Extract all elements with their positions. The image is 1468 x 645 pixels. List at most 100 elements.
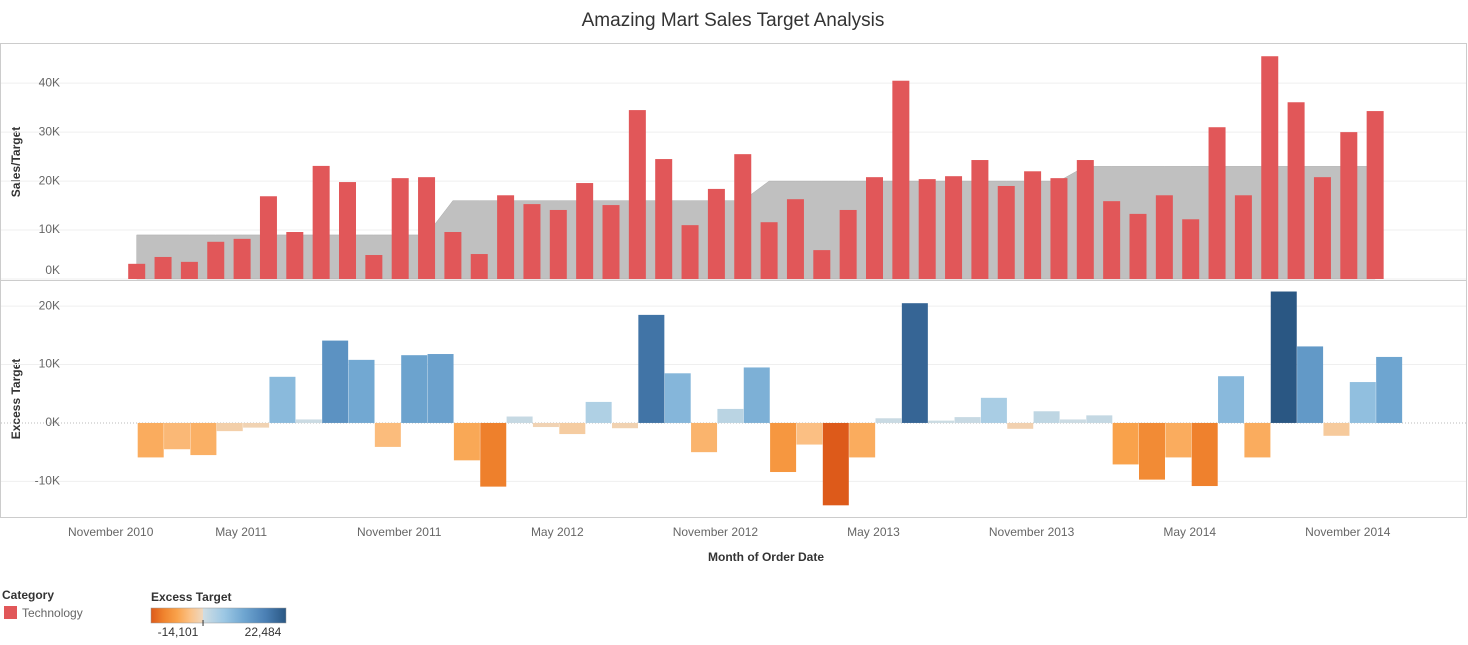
sales-bar xyxy=(813,250,831,279)
color-legend-max: 22,484 xyxy=(245,625,282,639)
sales-bar xyxy=(1313,177,1331,279)
excess-bar xyxy=(849,422,876,458)
x-tick-label: May 2014 xyxy=(1163,525,1216,539)
excess-bar xyxy=(480,422,507,487)
marks: 0K 10K 20K 30K 40K -10K 0K 10K 20K November 2010 M… xyxy=(1,56,1466,639)
excess-bar xyxy=(612,422,638,429)
excess-bar xyxy=(1112,422,1139,465)
sales-bar xyxy=(945,176,963,279)
sales-bar xyxy=(1050,178,1068,279)
excess-bar xyxy=(928,420,955,423)
x-tick-label: November 2012 xyxy=(673,525,759,539)
excess-bar xyxy=(664,373,691,423)
excess-bar xyxy=(1244,422,1271,458)
excess-bar xyxy=(427,354,454,423)
sales-bar xyxy=(470,254,488,279)
sales-bar xyxy=(1129,213,1147,279)
x-tick-label: May 2012 xyxy=(531,525,584,539)
excess-bar xyxy=(1376,356,1403,423)
excess-bar xyxy=(796,422,823,445)
excess-bar xyxy=(822,422,849,506)
excess-bar xyxy=(401,355,428,423)
y-axis-label: Excess Target xyxy=(9,359,23,440)
y-tick-label: 10K xyxy=(39,357,60,371)
sales-bar xyxy=(628,110,646,279)
legend-title: Excess Target xyxy=(151,590,232,604)
excess-bar xyxy=(348,359,375,423)
excess-bar xyxy=(322,340,349,423)
sales-bar xyxy=(602,205,620,279)
excess-bar xyxy=(1191,422,1218,487)
sales-bar xyxy=(549,209,567,279)
sales-bar xyxy=(339,182,356,279)
sales-bar xyxy=(1024,171,1042,279)
excess-bar xyxy=(190,422,217,456)
excess-bar xyxy=(875,418,902,423)
excess-bar xyxy=(1218,376,1245,423)
excess-bar xyxy=(269,376,296,423)
sales-bar xyxy=(1076,160,1094,279)
excess-bar xyxy=(243,422,270,428)
excess-bar xyxy=(1165,422,1192,458)
y-tick-label: 20K xyxy=(39,173,60,187)
x-tick-label: November 2014 xyxy=(1305,525,1391,539)
sales-bar xyxy=(786,199,804,279)
sales-bar xyxy=(1366,111,1384,280)
sales-bar xyxy=(233,238,251,279)
excess-bar xyxy=(137,422,164,458)
legend-title: Category xyxy=(2,588,54,602)
sales-bar xyxy=(1103,201,1121,279)
color-legend-bar xyxy=(150,607,287,624)
sales-bar xyxy=(1340,132,1358,279)
x-axis-label: Month of Order Date xyxy=(708,550,824,564)
sales-bar xyxy=(1208,127,1226,280)
y-tick-label: 0K xyxy=(45,263,60,277)
excess-bar xyxy=(770,422,797,473)
sales-bar xyxy=(734,154,752,279)
color-legend-min: -14,101 xyxy=(158,625,199,639)
excess-bar xyxy=(1007,422,1034,429)
bottom-panel-frame xyxy=(0,280,1467,518)
sales-bar xyxy=(207,241,225,279)
sales-bar xyxy=(1234,195,1252,279)
sales-bar xyxy=(918,179,936,279)
sales-bar xyxy=(312,165,330,279)
sales-bar xyxy=(760,222,778,279)
sales-bar xyxy=(707,188,725,279)
sales-bar xyxy=(128,263,146,279)
sales-bar xyxy=(681,225,699,279)
sales-bar xyxy=(259,196,277,279)
y-tick-label: 30K xyxy=(39,124,60,138)
sales-bar xyxy=(1287,102,1305,280)
sales-bar xyxy=(523,204,541,279)
excess-bar xyxy=(1139,422,1165,480)
x-tick-label: May 2013 xyxy=(847,525,900,539)
excess-bar xyxy=(1033,411,1060,423)
legend-label: Technology xyxy=(22,606,83,620)
excess-bar xyxy=(295,419,322,423)
x-tick-label: May 2011 xyxy=(215,525,267,539)
sales-bar xyxy=(154,256,172,279)
y-tick-label: 10K xyxy=(39,222,60,236)
sales-bar xyxy=(1182,219,1200,279)
chart-title: Amazing Mart Sales Target Analysis xyxy=(582,10,885,31)
x-tick-label: November 2013 xyxy=(989,525,1075,539)
excess-bar xyxy=(980,397,1007,423)
sales-bar xyxy=(391,178,409,279)
legend-swatch xyxy=(4,606,17,619)
excess-bar xyxy=(1297,346,1324,423)
excess-bar xyxy=(638,314,665,423)
excess-bar xyxy=(559,422,586,435)
x-tick-label: November 2011 xyxy=(357,525,442,539)
sales-bar xyxy=(971,160,989,279)
excess-bar xyxy=(743,367,770,423)
sales-bar xyxy=(997,185,1015,279)
sales-bar xyxy=(365,255,383,279)
excess-bar xyxy=(532,422,559,428)
sales-bar xyxy=(1155,195,1173,279)
excess-bar xyxy=(1270,291,1297,423)
excess-bar xyxy=(453,422,480,461)
y-tick-label: 20K xyxy=(39,298,60,312)
sales-bar xyxy=(655,159,673,279)
